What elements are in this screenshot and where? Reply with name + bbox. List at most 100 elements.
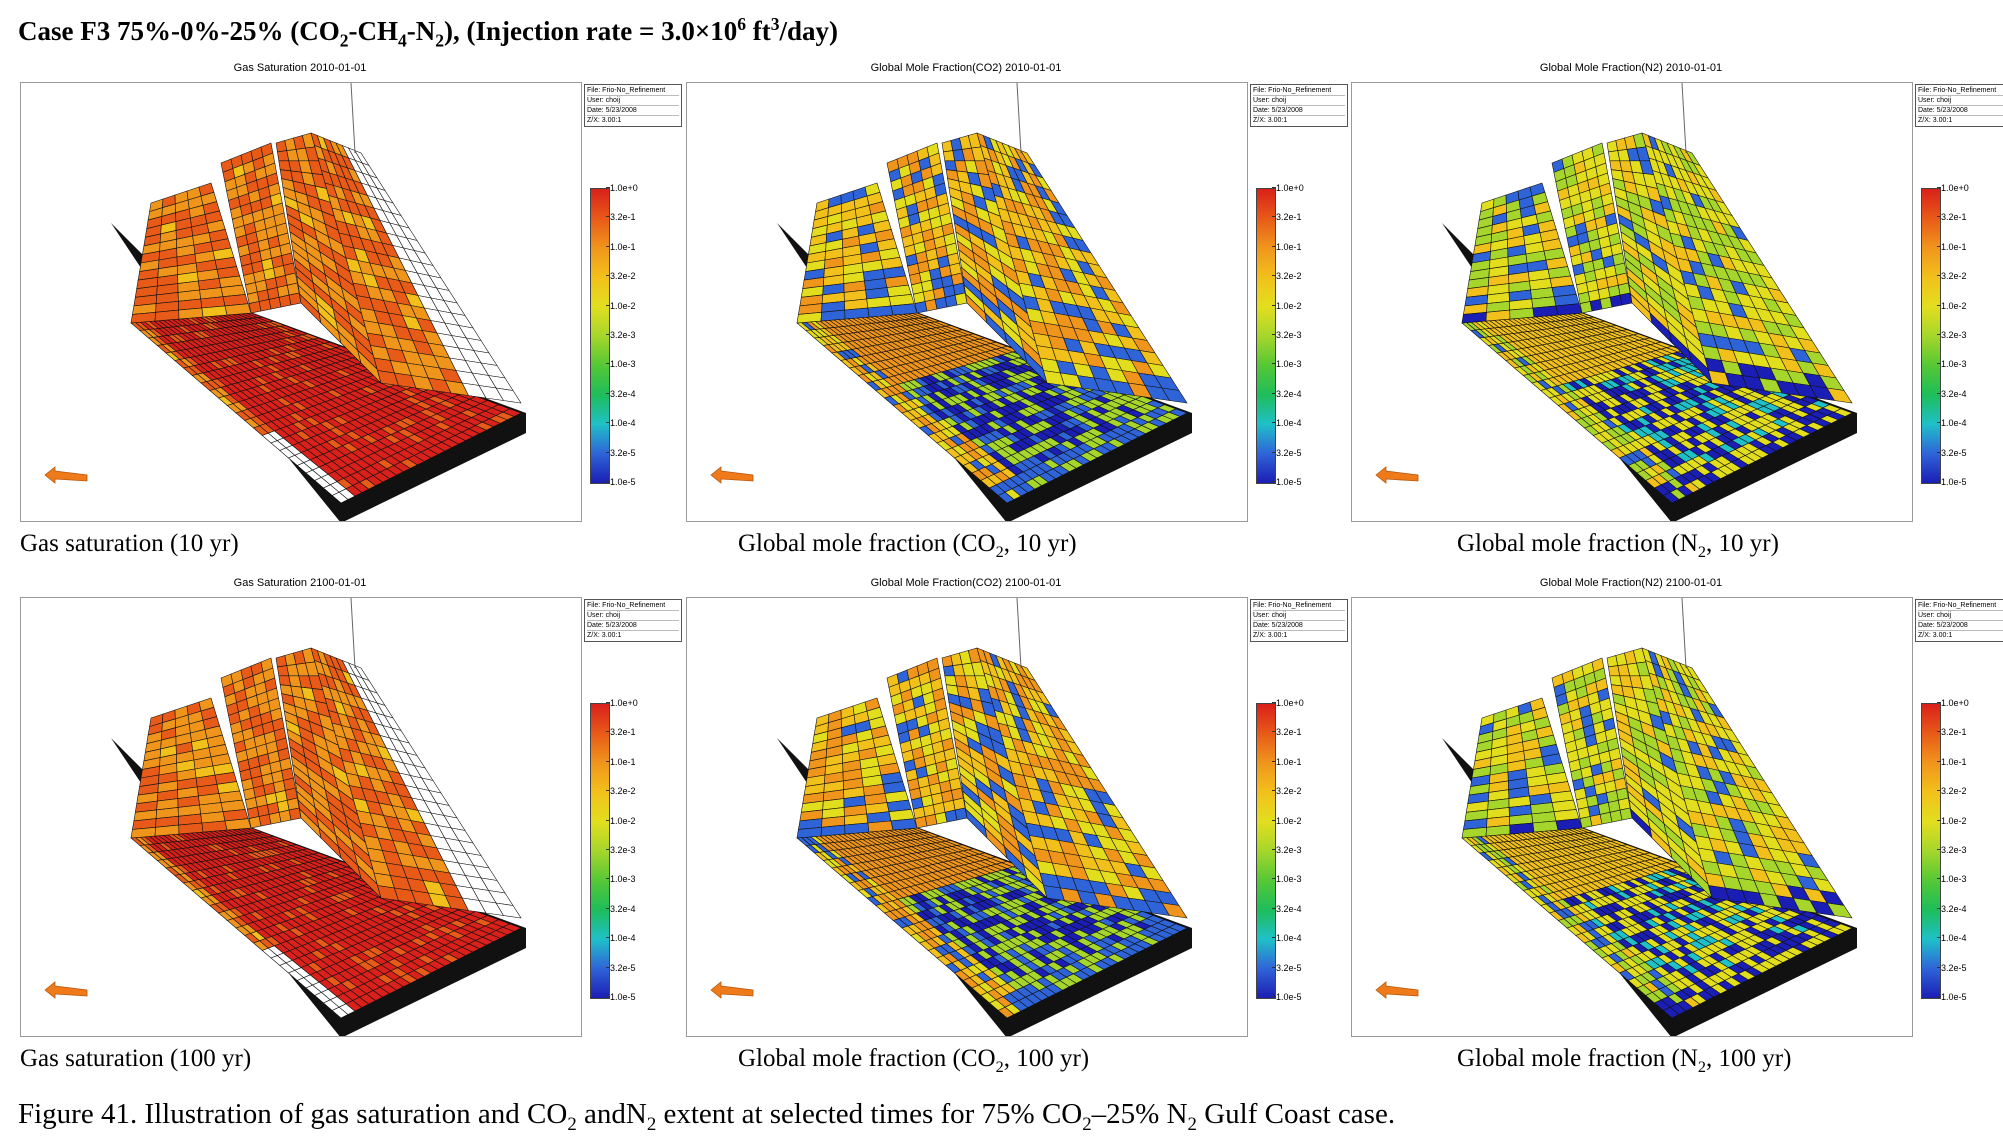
- orientation-arrow-icon: [44, 466, 88, 484]
- legend-tick-label: 3.2e-1: [606, 727, 636, 738]
- plot-title: Global Mole Fraction(N2) 2010-01-01: [1539, 62, 1723, 74]
- legend-tick-label: 1.0e+0: [1937, 183, 1969, 193]
- legend-tick-label: 3.2e-2: [606, 271, 636, 282]
- reservoir-grid: [111, 83, 526, 521]
- file-info-line: Date: 5/23/2008: [587, 621, 679, 631]
- file-info-line: File: Frio-No_Refinement: [587, 601, 679, 611]
- legend-tick-label: 3.2e-2: [606, 786, 636, 797]
- file-info-line: Z/X: 3.00:1: [1253, 117, 1288, 124]
- legend-tick-label: 3.2e-4: [606, 903, 636, 914]
- legend-tick-label: 1.0e-3: [1272, 874, 1302, 885]
- legend-tick-label: 1.0e+0: [1272, 183, 1304, 193]
- well-line: [350, 598, 356, 669]
- file-info-line: Date: 5/23/2008: [587, 106, 679, 116]
- legend-tick-label: 1.0e+0: [606, 183, 638, 193]
- plot-panel: Global Mole Fraction(CO2) 2100-01-01 File…: [686, 577, 1348, 1082]
- panel-caption: Global mole fraction (N2, 100 yr): [1457, 1045, 1792, 1076]
- file-info-box: File: Frio-No_Refinement User: choij Date:…: [584, 84, 682, 127]
- file-info-line: Z/X: 3.00:1: [1918, 117, 1953, 124]
- legend-tick-label: 1.0e-3: [606, 874, 636, 885]
- legend-tick-label: 1.0e-1: [1272, 241, 1302, 252]
- legend-tick-label: 3.2e-3: [1937, 330, 1967, 340]
- color-legend: 1.0e+0 3.2e-1 1.0e-1 3.2e-2 1.0e-2 3.2e-3 1.0e…: [1921, 698, 1991, 1003]
- legend-tick-label: 1.0e-2: [1937, 300, 1967, 311]
- legend-tick-label: 1.0e-4: [1272, 418, 1302, 429]
- legend-tick-label: 3.2e-3: [606, 330, 636, 340]
- file-info-line: File: Frio-No_Refinement: [1253, 86, 1345, 96]
- legend-tick-label: 3.2e-2: [1937, 271, 1967, 282]
- well-line: [1016, 83, 1022, 154]
- legend-tick-label: 3.2e-1: [1272, 727, 1302, 738]
- file-info-line: Date: 5/23/2008: [1918, 106, 2003, 116]
- legend-tick-label: 3.2e-1: [1937, 727, 1967, 738]
- color-legend: 1.0e+0 3.2e-1 1.0e-1 3.2e-2 1.0e-2 3.2e-3 1.0e…: [1256, 183, 1326, 488]
- orientation-arrow-icon: [1375, 981, 1419, 999]
- plot-title: Global Mole Fraction(CO2) 2010-01-01: [870, 62, 1062, 74]
- panel-caption: Global mole fraction (CO2, 100 yr): [738, 1045, 1090, 1076]
- legend-tick-label: 1.0e-5: [1937, 992, 1967, 1002]
- file-info-box: File: Frio-No_Refinement User: choij Date:…: [1915, 599, 2003, 642]
- reservoir-plot: [20, 597, 582, 1037]
- legend-tick-label: 1.0e-4: [1937, 933, 1967, 944]
- plot-panel: Gas Saturation 2100-01-01 File: Frio-No_R…: [20, 577, 682, 1082]
- legend-tick-label: 1.0e-4: [606, 418, 636, 429]
- legend-tick-label: 1.0e-3: [1937, 874, 1967, 885]
- legend-tick-label: 1.0e-5: [1272, 992, 1302, 1002]
- file-info-line: File: Frio-No_Refinement: [1918, 86, 2003, 96]
- legend-tick-label: 1.0e-4: [1272, 933, 1302, 944]
- legend-tick-label: 1.0e-3: [606, 359, 636, 370]
- legend-tick-label: 1.0e-4: [606, 933, 636, 944]
- plot-panel: Global Mole Fraction(CO2) 2010-01-01 File…: [686, 62, 1348, 567]
- reservoir-plot: [1351, 597, 1913, 1037]
- legend-tick-label: 3.2e-4: [1937, 903, 1967, 914]
- legend-tick-label: 1.0e-4: [1937, 418, 1967, 429]
- legend-tick-label: 3.2e-2: [1272, 786, 1302, 797]
- legend-tick-label: 1.0e-5: [606, 477, 636, 487]
- color-scale-bar: [590, 703, 610, 999]
- legend-tick-label: 1.0e-2: [1937, 815, 1967, 826]
- panel-caption: Gas saturation (100 yr): [20, 1045, 252, 1072]
- legend-tick-label: 1.0e-1: [1272, 756, 1302, 767]
- legend-tick-label: 3.2e-5: [606, 962, 636, 973]
- color-scale-bar: [590, 188, 610, 484]
- orientation-arrow-icon: [44, 981, 88, 999]
- legend-tick-label: 3.2e-5: [606, 447, 636, 458]
- well-line: [1681, 83, 1687, 154]
- legend-tick-label: 1.0e+0: [1272, 698, 1304, 708]
- well-line: [1016, 598, 1022, 669]
- legend-tick-label: 1.0e-1: [606, 241, 636, 252]
- file-info-line: Date: 5/23/2008: [1918, 621, 2003, 631]
- legend-tick-label: 3.2e-4: [1937, 388, 1967, 399]
- legend-tick-label: 1.0e-2: [1272, 300, 1302, 311]
- reservoir-plot: [1351, 82, 1913, 522]
- legend-tick-label: 3.2e-5: [1272, 962, 1302, 973]
- file-info-box: File: Frio-No_Refinement User: choij Date:…: [584, 599, 682, 642]
- panel-caption: Global mole fraction (CO2, 10 yr): [738, 530, 1077, 561]
- file-info-line: Z/X: 3.00:1: [587, 632, 622, 639]
- legend-tick-label: 3.2e-1: [1937, 212, 1967, 223]
- legend-tick-label: 1.0e-2: [1272, 815, 1302, 826]
- legend-tick-label: 1.0e-3: [1937, 359, 1967, 370]
- plot-panel: Global Mole Fraction(N2) 2100-01-01 File:…: [1351, 577, 2003, 1082]
- file-info-line: User: choij: [1918, 611, 2003, 621]
- color-legend: 1.0e+0 3.2e-1 1.0e-1 3.2e-2 1.0e-2 3.2e-3 1.0e…: [1921, 183, 1991, 488]
- legend-tick-label: 1.0e-3: [1272, 359, 1302, 370]
- file-info-line: File: Frio-No_Refinement: [1918, 601, 2003, 611]
- file-info-line: Z/X: 3.00:1: [587, 117, 622, 124]
- legend-tick-label: 3.2e-5: [1272, 447, 1302, 458]
- well-line: [1681, 598, 1687, 669]
- legend-tick-label: 3.2e-3: [606, 845, 636, 855]
- panel-caption: Gas saturation (10 yr): [20, 530, 239, 557]
- plot-panel: Gas Saturation 2010-01-01 File: Frio-No_R…: [20, 62, 682, 567]
- color-legend: 1.0e+0 3.2e-1 1.0e-1 3.2e-2 1.0e-2 3.2e-3 1.0e…: [590, 183, 660, 488]
- legend-tick-label: 3.2e-5: [1937, 962, 1967, 973]
- legend-tick-label: 3.2e-1: [1272, 212, 1302, 223]
- legend-tick-label: 1.0e-1: [1937, 756, 1967, 767]
- legend-tick-label: 1.0e+0: [1937, 698, 1969, 708]
- panel-caption: Global mole fraction (N2, 10 yr): [1457, 530, 1779, 561]
- file-info-line: Date: 5/23/2008: [1253, 106, 1345, 116]
- color-legend: 1.0e+0 3.2e-1 1.0e-1 3.2e-2 1.0e-2 3.2e-3 1.0e…: [1256, 698, 1326, 1003]
- file-info-line: User: choij: [1253, 611, 1345, 621]
- orientation-arrow-icon: [710, 466, 754, 484]
- reservoir-grid: [1442, 83, 1857, 521]
